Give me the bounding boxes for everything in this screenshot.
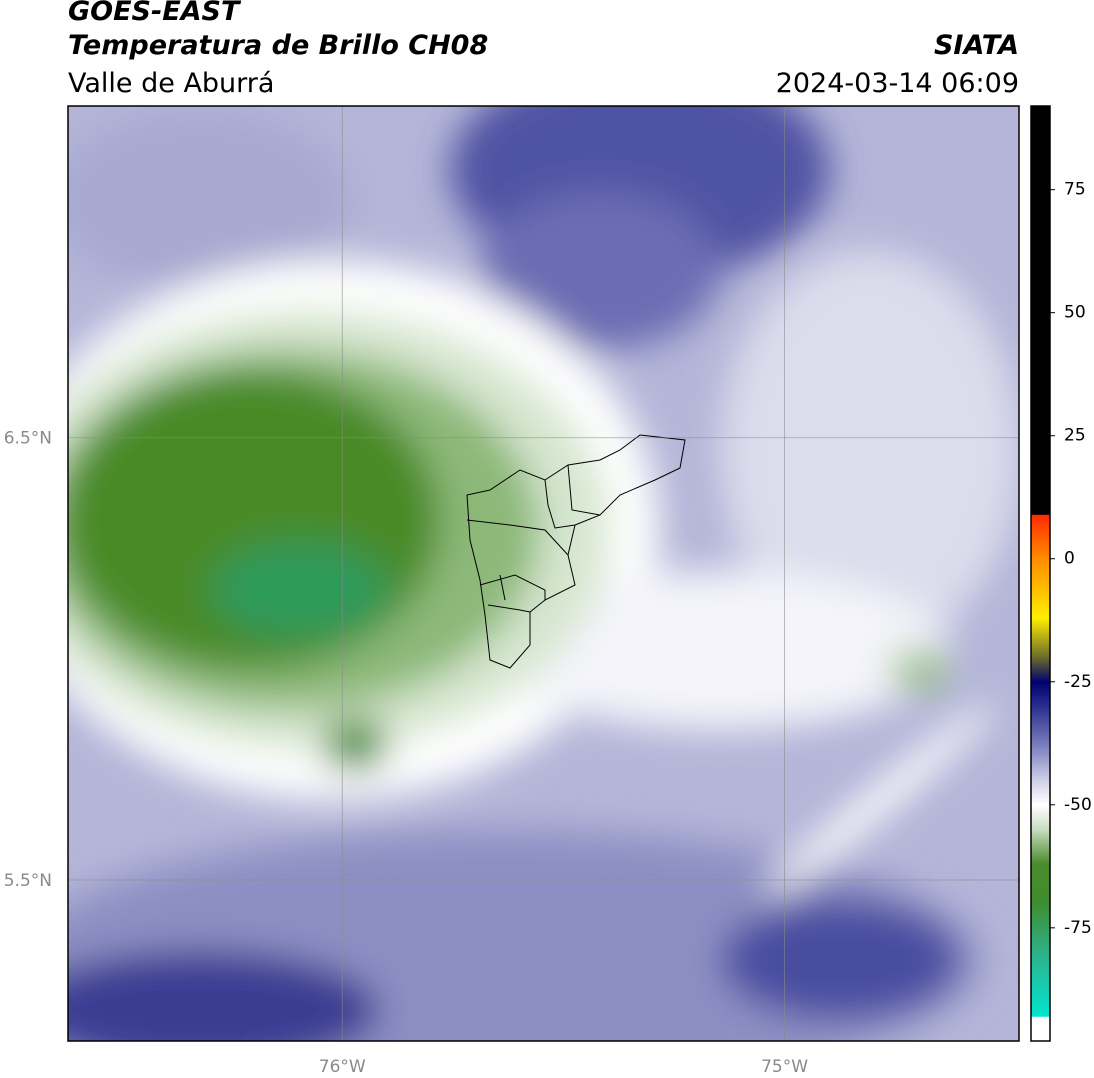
colorbar-segment: [1031, 514, 1050, 560]
region: Valle de Aburrá: [68, 68, 274, 99]
colorbar-segment: [1031, 106, 1050, 515]
colorbar-tick-label: -25: [1064, 672, 1092, 692]
grid: [68, 106, 1019, 1041]
colorbar-segment: [1031, 804, 1050, 830]
colorbar-segment: [1031, 706, 1050, 747]
colorbar-tick-label: -75: [1064, 918, 1092, 938]
colorbar-segment: [1031, 617, 1050, 658]
colorbar-segment: [1031, 558, 1050, 619]
colorbar-segment: [1031, 780, 1050, 806]
colorbar-segment: [1031, 745, 1050, 781]
colorbar: [1031, 106, 1050, 1042]
colorbar-segment: [1031, 1016, 1050, 1042]
timestamp: 2024-03-14 06:09: [776, 68, 1019, 99]
valley-boundary: [466, 434, 686, 669]
x-tick-label: 75°W: [761, 1057, 808, 1077]
colorbar-segment: [1031, 952, 1050, 1017]
colorbar-segment: [1031, 829, 1050, 865]
agency: SIATA: [934, 30, 1019, 61]
colorbar-frame: [1030, 105, 1051, 1042]
y-tick-label: 5.5°N: [4, 871, 52, 891]
y-tick-label: 6.5°N: [4, 429, 52, 449]
colorbar-segment: [1031, 657, 1050, 683]
colorbar-segment: [1031, 863, 1050, 904]
colorbar-segment: [1031, 681, 1050, 707]
colorbar-tick-label: 0: [1064, 549, 1075, 569]
colorbar-tick-label: -50: [1064, 795, 1092, 815]
satellite-field: [68, 106, 1019, 1041]
title: GOES-EAST: [68, 0, 242, 27]
map-frame: [67, 105, 1020, 1042]
colorbar-tick-label: 25: [1064, 426, 1086, 446]
colorbar-tick-label: 50: [1064, 303, 1086, 323]
colorbar-tick-label: 75: [1064, 180, 1086, 200]
subtitle: Temperatura de Brillo CH08: [68, 30, 488, 61]
colorbar-segment: [1031, 903, 1050, 953]
x-tick-label: 76°W: [319, 1057, 366, 1077]
